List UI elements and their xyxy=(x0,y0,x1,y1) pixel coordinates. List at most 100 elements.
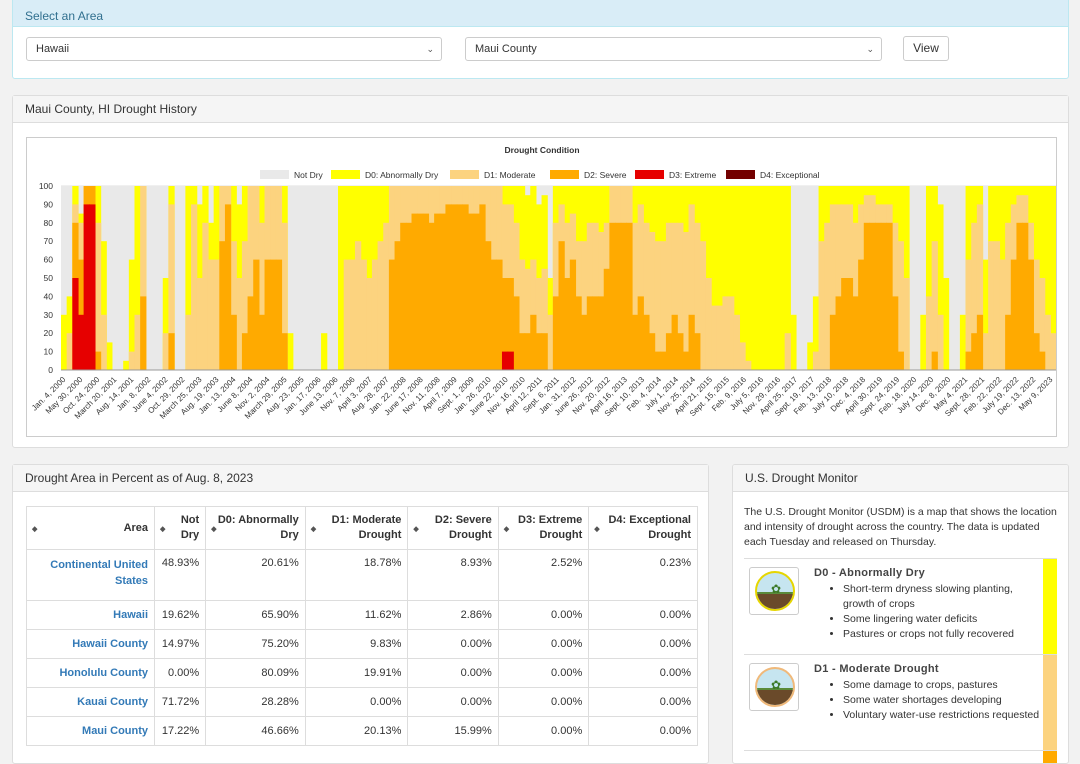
bar-segment xyxy=(479,204,486,370)
bar-segment xyxy=(620,222,627,370)
d1-title: D1 - Moderate Drought xyxy=(814,663,939,675)
usdm-description: The U.S. Drought Monitor (USDM) is a map… xyxy=(744,506,1057,548)
bar-segment xyxy=(513,296,520,370)
bar-segment xyxy=(388,259,396,370)
bar-segment xyxy=(241,241,249,370)
county-select[interactable]: Maui County ⌄ xyxy=(465,37,882,61)
bar-segment xyxy=(999,259,1006,370)
bar-segment xyxy=(530,259,537,370)
bar-segment xyxy=(931,351,938,370)
category-d0: ✿ D0 - Abnormally Dry Short-term dryness… xyxy=(744,558,1057,654)
bar-segment xyxy=(1022,222,1029,370)
cell-not-dry: 48.93% xyxy=(154,549,207,601)
col-header-d4[interactable]: ◆ D4: Exceptional Drought xyxy=(588,506,698,550)
bar-segment xyxy=(518,259,526,370)
bar-segment xyxy=(162,333,170,370)
view-button[interactable]: View xyxy=(903,36,949,61)
drought-history-title: Maui County, HI Drought History xyxy=(13,96,1068,123)
cell-d2: 0.00% xyxy=(407,629,499,659)
y-tick-label: 0 xyxy=(48,365,53,375)
legend-label[interactable]: D0: Abnormally Dry xyxy=(365,170,439,180)
bar-segment xyxy=(462,204,469,370)
area-link[interactable]: Continental United States xyxy=(25,549,156,601)
state-select[interactable]: Hawaii ⌄ xyxy=(26,37,442,61)
sort-icon: ◆ xyxy=(310,526,317,533)
bar-segment xyxy=(592,296,599,370)
y-tick-label: 20 xyxy=(44,328,54,338)
area-link[interactable]: Honolulu County xyxy=(25,658,156,688)
bar-segment xyxy=(371,259,379,370)
list-item: Some lingering water deficits xyxy=(843,612,1043,627)
bar-segment xyxy=(694,333,701,370)
drought-table-title: Drought Area in Percent as of Aug. 8, 20… xyxy=(13,465,708,492)
bar-segment xyxy=(428,222,435,370)
bar-segment xyxy=(897,241,904,370)
col-header-area[interactable]: ◆ Area xyxy=(25,506,156,550)
area-link[interactable]: Maui County xyxy=(25,716,156,746)
col-header-not-dry[interactable]: ◆ Not Dry xyxy=(154,506,207,550)
cell-not-dry: 19.62% xyxy=(154,600,207,630)
y-tick-label: 60 xyxy=(44,255,54,265)
bar-segment xyxy=(230,241,237,370)
bar-segment xyxy=(473,213,480,370)
bar-segment xyxy=(185,314,192,370)
col-header-d0[interactable]: ◆ D0: Abnormally Dry xyxy=(205,506,306,550)
bar-segment xyxy=(253,259,260,370)
bar-segment xyxy=(411,213,418,370)
cell-d1: 0.00% xyxy=(304,687,409,717)
bar-segment xyxy=(213,259,220,370)
bar-segment xyxy=(733,314,741,370)
area-link[interactable]: Hawaii xyxy=(25,600,156,630)
bar-segment xyxy=(745,186,752,370)
legend-label[interactable]: D3: Extreme xyxy=(669,170,717,180)
col-header-d2[interactable]: ◆ D2: Severe Drought xyxy=(407,506,499,550)
legend-label[interactable]: D2: Severe xyxy=(584,170,627,180)
bar-segment xyxy=(343,259,350,370)
bar-segment xyxy=(829,314,837,370)
series-4 xyxy=(72,204,514,370)
sort-icon: ◆ xyxy=(413,526,419,533)
series-3 xyxy=(72,186,1046,370)
chevron-down-icon: ⌄ xyxy=(866,44,874,54)
table-row: Kauai County 71.72% 28.28% 0.00% 0.00% 0.00% 0… xyxy=(25,687,698,717)
legend-label[interactable]: Not Dry xyxy=(294,170,324,180)
cell-d1: 19.91% xyxy=(304,658,409,688)
bar-segment xyxy=(648,333,656,370)
area-link[interactable]: Kauai County xyxy=(25,687,156,717)
bar-segment xyxy=(784,186,791,370)
bar-segment xyxy=(1050,333,1056,370)
bar-segment xyxy=(903,278,910,370)
bar-segment xyxy=(762,186,769,370)
bar-segment xyxy=(89,204,96,370)
bar-segment xyxy=(959,314,967,370)
legend-swatch xyxy=(635,170,664,179)
cell-d0: 20.61% xyxy=(205,549,306,601)
drought-chart-svg: Drought Condition Not Dry D0: Abnormally D… xyxy=(30,145,1056,421)
bar-segment xyxy=(665,222,673,370)
bar-segment xyxy=(140,186,147,370)
legend-label[interactable]: D4: Exceptional xyxy=(760,170,820,180)
area-link[interactable]: Hawaii County xyxy=(25,629,156,659)
bar-segment xyxy=(892,296,899,370)
bar-segment xyxy=(94,222,102,370)
bar-segment xyxy=(682,351,690,370)
table-row: Hawaii 19.62% 65.90% 11.62% 2.86% 0.00% 0.00% xyxy=(25,600,698,630)
bar-segment xyxy=(722,186,729,370)
bar-segment xyxy=(688,204,695,370)
bar-segment xyxy=(270,259,277,370)
cell-d4: 0.00% xyxy=(588,658,698,688)
d0-list: Short-term dryness slowing planting, gro… xyxy=(829,582,1043,642)
bar-segment xyxy=(128,351,136,370)
bar-segment xyxy=(846,278,854,370)
bar-segment xyxy=(829,204,837,370)
y-tick-label: 80 xyxy=(44,218,54,228)
col-header-d1[interactable]: ◆ D1: Moderate Drought xyxy=(304,506,409,550)
col-header-d3[interactable]: ◆ D3: Extreme Drought xyxy=(497,506,590,550)
bar-segment xyxy=(354,241,362,370)
y-tick-label: 100 xyxy=(39,181,53,191)
bar-segment xyxy=(185,186,192,370)
bar-segment xyxy=(541,333,548,370)
legend-label[interactable]: D1: Moderate xyxy=(484,170,536,180)
cell-d0: 80.09% xyxy=(205,658,306,688)
d0-plant-icon: ✿ xyxy=(749,567,799,615)
